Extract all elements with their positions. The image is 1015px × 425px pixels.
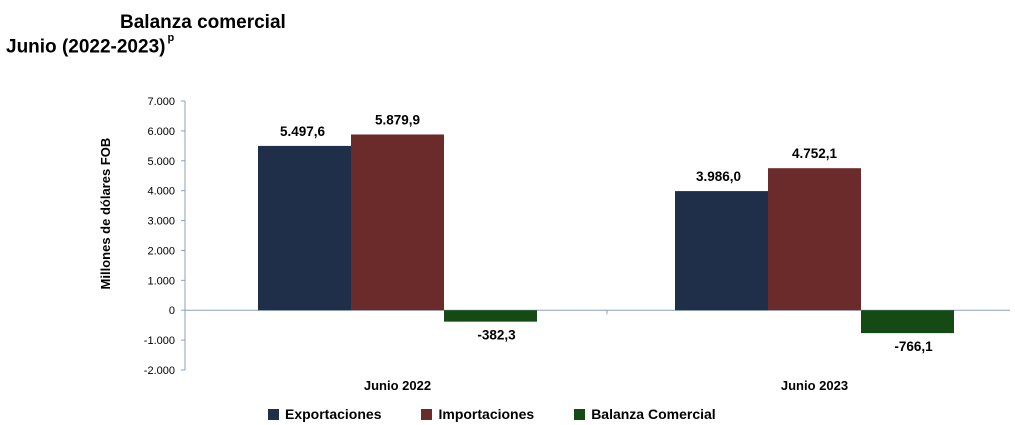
bar-balanza-comercial: [861, 310, 954, 334]
bar-exportaciones: [675, 191, 768, 311]
y-tick-label: 1.000: [147, 275, 175, 287]
x-category-label: Junio 2022: [364, 378, 431, 393]
y-tick-label: 6.000: [147, 126, 175, 138]
bar-balanza-comercial: [444, 310, 537, 322]
y-tick-label: 5.000: [147, 156, 175, 168]
y-tick-label: 3.000: [147, 216, 175, 228]
data-label: -766,1: [894, 339, 933, 354]
legend-item-importaciones: Importaciones: [421, 406, 534, 422]
bar-importaciones: [351, 134, 444, 311]
bar-exportaciones: [258, 145, 351, 311]
legend: Exportaciones Importaciones Balanza Come…: [268, 406, 716, 422]
legend-swatch-balanza: [574, 408, 586, 420]
y-tick-label: 4.000: [147, 186, 175, 198]
y-tick-label: -2.000: [144, 365, 175, 377]
y-tick-label: 7.000: [147, 96, 175, 108]
legend-swatch-importaciones: [421, 408, 433, 420]
y-axis-title: Millones de dólares FOB: [98, 138, 113, 290]
legend-label-importaciones: Importaciones: [438, 406, 535, 422]
legend-item-balanza: Balanza Comercial: [574, 406, 716, 422]
data-label: -382,3: [477, 328, 516, 343]
data-label: 4.752,1: [792, 146, 838, 161]
subtitle-text: Junio (2022-2023): [6, 36, 166, 58]
chart-subtitle: Junio (2022-2023) p: [6, 32, 174, 58]
data-label: 5.497,6: [280, 124, 326, 139]
legend-label-exportaciones: Exportaciones: [285, 406, 382, 422]
legend-label-balanza: Balanza Comercial: [591, 406, 716, 422]
y-tick-label: 0: [169, 305, 175, 317]
bar-importaciones: [768, 168, 861, 311]
legend-swatch-exportaciones: [268, 408, 279, 420]
data-label: 3.986,0: [696, 169, 741, 184]
y-tick-label: 2.000: [147, 245, 175, 257]
chart-title: Balanza comercial: [120, 12, 286, 33]
bar-chart: 7.000 6.000 5.000 4.000 3.000 2.000 1.000 0 -1.0…: [98, 96, 1010, 393]
data-label: 5.879,9: [375, 112, 420, 127]
legend-item-exportaciones: Exportaciones: [268, 406, 381, 422]
x-category-label: Junio 2023: [781, 378, 848, 393]
y-tick-label: -1.000: [144, 335, 175, 347]
subtitle-mark: p: [167, 32, 175, 44]
